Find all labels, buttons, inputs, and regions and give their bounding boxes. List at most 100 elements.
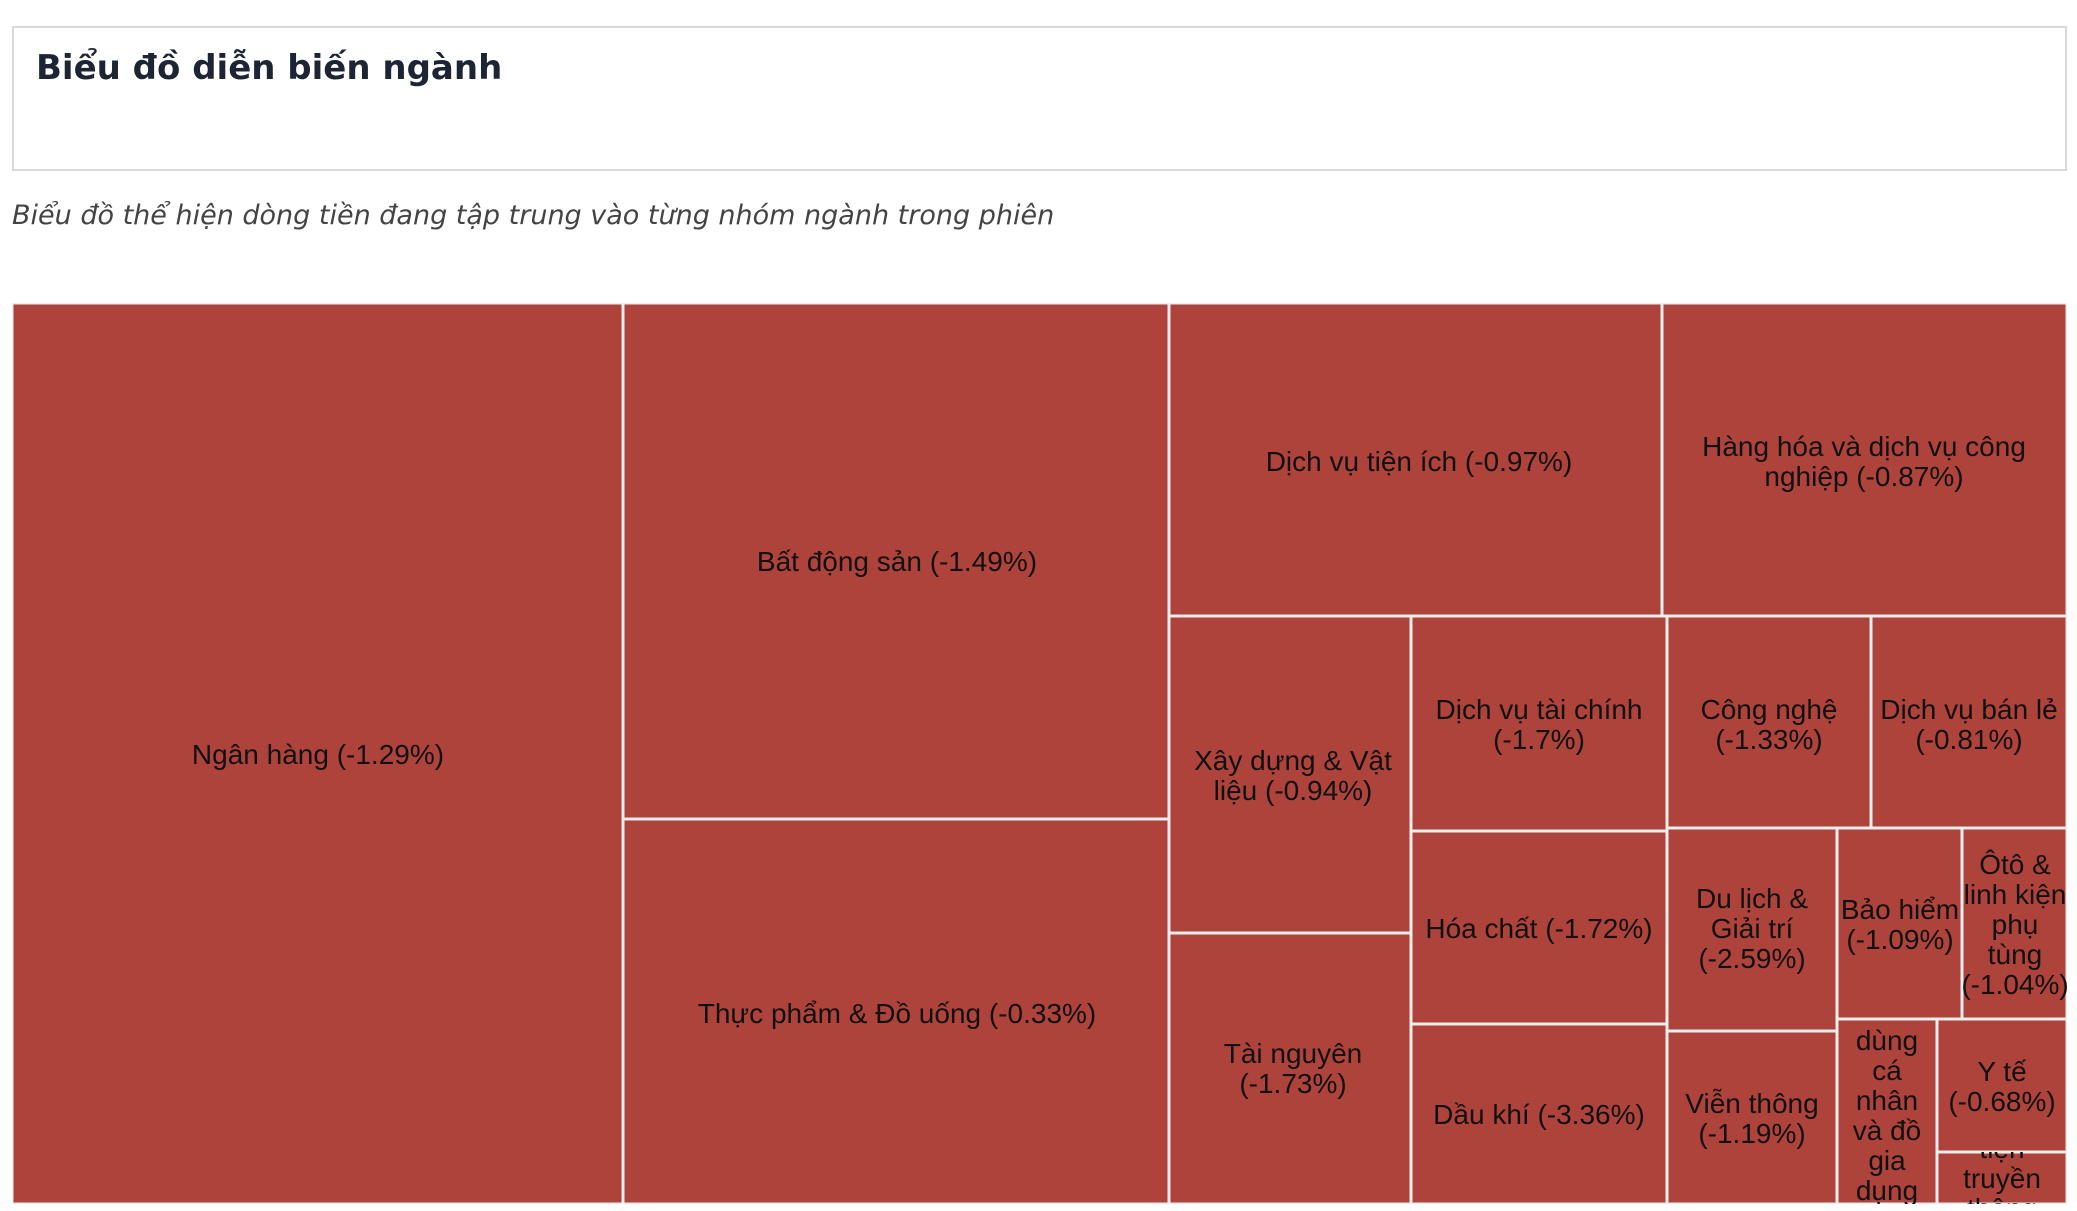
treemap-tile-label-line: và đồ xyxy=(1853,1115,1922,1146)
treemap-tile-label-line: (-1.73%) xyxy=(1239,1068,1346,1099)
treemap-tile-label: Công nghệ (-1.33%) xyxy=(1700,694,1837,755)
treemap-tile-label-line: (-1.04%) xyxy=(1961,969,2067,1000)
treemap-tile-label-line: Dầu khí (-3.36%) xyxy=(1433,1099,1645,1130)
treemap-tile-bat-dong-san[interactable]: Bất động sản (-1.49%) xyxy=(621,303,1171,821)
treemap-tile-label-line: Dịch vụ bán lẻ xyxy=(1880,694,2057,725)
treemap-tile-hang-hoa-va-dich-vu-cong-nghiep[interactable]: Hàng hóa và dịch vụ công nghiệp (-0.87%) xyxy=(1660,303,2067,618)
treemap-tile-label-line: liệu (-0.94%) xyxy=(1214,775,1373,806)
treemap-tile-rect[interactable] xyxy=(1935,1017,2067,1154)
treemap-tile-label: Hàng hóa và dịch vụ công nghiệp (-0.87%) xyxy=(1702,431,2026,492)
treemap-tile-rect[interactable] xyxy=(1167,931,1413,1204)
treemap-tile-label-line: tùng xyxy=(1988,939,2043,970)
treemap-tile-rect[interactable] xyxy=(1665,614,1873,830)
treemap-tile-rect[interactable] xyxy=(1835,1017,1939,1204)
treemap-tile-bao-hiem[interactable]: Bảo hiểm (-1.09%) xyxy=(1835,826,1964,1021)
treemap-tile-y-te[interactable]: Y tế (-0.68%) xyxy=(1935,1017,2067,1154)
treemap-tile-hang-dung-ca-nhan-va-do-gia-dung[interactable]: dùng cá nhân và đồ gia dụng xyxy=(1835,1017,1939,1204)
treemap-tile-rect[interactable] xyxy=(1167,303,1664,618)
treemap-tile-label: Ngân hàng (-1.29%) xyxy=(192,739,444,770)
treemap-tile-label-line: Thực phẩm & Đồ uống (-0.33%) xyxy=(698,998,1096,1029)
treemap-tile-truyen-thong[interactable]: tiệntruyềnthông xyxy=(1935,1133,2067,1204)
treemap-tile-vien-thong[interactable]: Viễn thông (-1.19%) xyxy=(1665,1029,1839,1204)
treemap-tile-label-line: (-1.19%) xyxy=(1698,1118,1805,1149)
treemap-tile-rect[interactable] xyxy=(1409,829,1669,1026)
treemap-tile-label-line: Y tế xyxy=(1977,1056,2027,1087)
treemap-tile-dich-vu-ban-le[interactable]: Dịch vụ bán lẻ (-0.81%) xyxy=(1869,614,2067,830)
treemap-tile-label-line: (-1.7%) xyxy=(1493,724,1585,755)
treemap-tile-label-line: phụ xyxy=(1992,909,2039,940)
treemap-tile-label-line: Hàng hóa và dịch vụ công xyxy=(1702,431,2026,462)
treemap-tile-oto-linh-kien-phu-tung[interactable]: Ôtô & linh kiện phụ tùng (-1.04%) xyxy=(1960,826,2067,1021)
treemap-tile-dich-vu-tien-ich[interactable]: Dịch vụ tiện ích (-0.97%) xyxy=(1167,303,1664,618)
treemap-tile-label: Ôtô & linh kiện phụ tùng (-1.04%) xyxy=(1961,849,2067,1000)
treemap-tile-label: Bảo hiểm (-1.09%) xyxy=(1841,894,1959,955)
treemap-tile-label-line: (-1.09%) xyxy=(1846,924,1953,955)
treemap-tile-dich-vu-tai-chinh[interactable]: Dịch vụ tài chính (-1.7%) xyxy=(1409,614,1669,833)
treemap-tile-label-line: Du lịch & xyxy=(1696,883,1808,914)
chart-subtitle: Biểu đồ thể hiện dòng tiền đang tập trun… xyxy=(12,200,1055,231)
treemap-tile-label: Dịch vụ tài chính (-1.7%) xyxy=(1436,694,1643,755)
treemap-tile-label-line: dùng xyxy=(1856,1025,1918,1056)
sector-treemap: Ngân hàng (-1.29%) Bất động sản (-1.49%) T… xyxy=(12,303,2067,1204)
treemap-tile-label: Du lịch & Giải trí (-2.59%) xyxy=(1696,883,1808,974)
treemap-tile-tai-nguyen[interactable]: Tài nguyên (-1.73%) xyxy=(1167,931,1413,1204)
treemap-tile-rect[interactable] xyxy=(1409,1022,1669,1204)
treemap-tile-rect[interactable] xyxy=(621,817,1171,1204)
treemap-tile-label-line: Dịch vụ tài chính xyxy=(1436,694,1643,725)
treemap-tile-label-line: (-0.68%) xyxy=(1948,1086,2055,1117)
treemap-tile-rect[interactable] xyxy=(12,303,625,1204)
treemap-tile-label: Hóa chất (-1.72%) xyxy=(1425,913,1652,944)
treemap-tile-label: Y tế (-0.68%) xyxy=(1948,1056,2055,1117)
treemap-tile-rect[interactable] xyxy=(1935,1150,2067,1204)
treemap-tile-label-line: Bảo hiểm xyxy=(1841,894,1959,925)
treemap-tile-label-line: Hóa chất (-1.72%) xyxy=(1425,913,1652,944)
treemap-tile-label-line: (-1.33%) xyxy=(1715,724,1822,755)
treemap-tile-label-line: thông xyxy=(1967,1193,2037,1204)
treemap-tile-label-line: Công nghệ xyxy=(1700,694,1837,725)
treemap-tile-label-line: Viễn thông xyxy=(1685,1088,1818,1119)
treemap-tile-du-lich-giai-tri[interactable]: Du lịch & Giải trí (-2.59%) xyxy=(1665,826,1839,1033)
treemap-tile-label-line: (-0.81%) xyxy=(1915,724,2022,755)
treemap-tile-label: Dịch vụ tiện ích (-0.97%) xyxy=(1266,446,1573,477)
treemap-tile-label-line: (-2.59%) xyxy=(1698,943,1805,974)
treemap-tile-label-line: nhân xyxy=(1856,1085,1918,1116)
treemap-tile-rect[interactable] xyxy=(1960,826,2067,1021)
chart-header-box xyxy=(12,26,2067,171)
treemap-tile-label: tiệntruyềnthông xyxy=(1963,1133,2041,1204)
treemap-tile-label-line: Tài nguyên xyxy=(1224,1038,1363,1069)
treemap-tile-label-line: Ôtô & xyxy=(1979,849,2051,880)
treemap-tile-label: Dầu khí (-3.36%) xyxy=(1433,1099,1645,1130)
treemap-tile-label-line: truyền xyxy=(1963,1163,2041,1194)
treemap-tile-hoa-chat[interactable]: Hóa chất (-1.72%) xyxy=(1409,829,1669,1026)
treemap-tile-ngan-hang[interactable]: Ngân hàng (-1.29%) xyxy=(12,303,625,1204)
treemap-tile-label: Bất động sản (-1.49%) xyxy=(757,546,1037,577)
treemap-tile-dau-khi[interactable]: Dầu khí (-3.36%) xyxy=(1409,1022,1669,1204)
treemap-tile-label-line: linh kiện xyxy=(1964,879,2067,910)
treemap-tile-label: Xây dựng & Vật liệu (-0.94%) xyxy=(1194,745,1392,806)
treemap-tile-label-line: cá xyxy=(1872,1055,1902,1086)
treemap-tile-rect[interactable] xyxy=(1835,826,1964,1021)
treemap-tile-label-line: tiện xyxy=(1979,1133,2024,1164)
treemap-tile-label-line: gia xyxy=(1868,1145,1906,1176)
treemap-tile-label-line: dụng xyxy=(1856,1175,1918,1204)
treemap-tile-label: Dịch vụ bán lẻ (-0.81%) xyxy=(1880,694,2057,755)
treemap-tile-label-line: nghiệp (-0.87%) xyxy=(1764,461,1963,492)
treemap-tile-label-line: Dịch vụ tiện ích (-0.97%) xyxy=(1266,446,1573,477)
treemap-tile-rect[interactable] xyxy=(1665,1029,1839,1204)
treemap-tile-label: Viễn thông (-1.19%) xyxy=(1685,1088,1818,1149)
treemap-tile-label-line: Bất động sản (-1.49%) xyxy=(757,546,1037,577)
treemap-tile-label: Tài nguyên (-1.73%) xyxy=(1224,1038,1363,1099)
treemap-svg: Ngân hàng (-1.29%) Bất động sản (-1.49%) T… xyxy=(12,303,2067,1204)
treemap-tile-label-line: Ngân hàng (-1.29%) xyxy=(192,739,444,770)
treemap-tile-label: dùng cá nhân và đồ gia dụng xyxy=(1853,1025,1922,1204)
chart-title: Biểu đồ diễn biến ngành xyxy=(36,48,503,88)
treemap-tile-rect[interactable] xyxy=(1869,614,2067,830)
treemap-tile-thuc-pham-do-uong[interactable]: Thực phẩm & Đồ uống (-0.33%) xyxy=(621,817,1171,1204)
treemap-tile-rect[interactable] xyxy=(1409,614,1669,833)
treemap-tile-rect[interactable] xyxy=(1665,826,1839,1033)
treemap-tile-label: Thực phẩm & Đồ uống (-0.33%) xyxy=(698,998,1096,1029)
treemap-tile-cong-nghe[interactable]: Công nghệ (-1.33%) xyxy=(1665,614,1873,830)
treemap-tile-label-line: Xây dựng & Vật xyxy=(1194,745,1392,776)
treemap-tile-label-line: Giải trí xyxy=(1711,913,1794,944)
treemap-tile-xay-dung-vat-lieu[interactable]: Xây dựng & Vật liệu (-0.94%) xyxy=(1167,614,1413,935)
